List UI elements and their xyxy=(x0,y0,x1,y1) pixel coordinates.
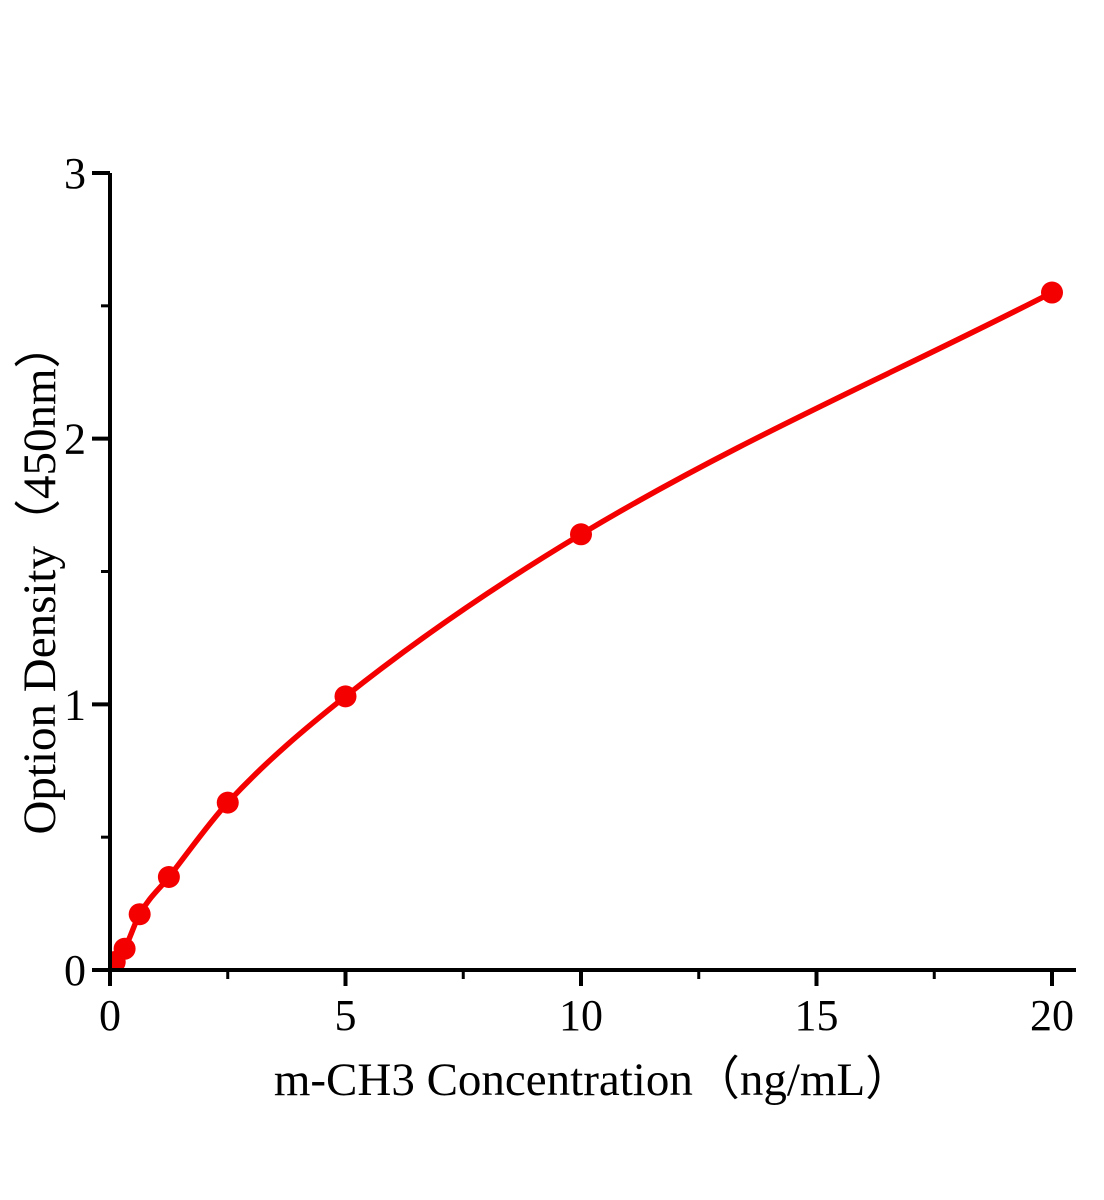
y-tick-label: 1 xyxy=(64,680,86,729)
y-tick-label: 3 xyxy=(64,149,86,198)
data-point xyxy=(570,523,592,546)
x-axis-title: m-CH3 Concentration（ng/mL） xyxy=(273,1054,913,1106)
data-point xyxy=(113,937,136,960)
y-tick-label: 0 xyxy=(64,946,86,995)
data-point xyxy=(157,866,180,889)
data-point xyxy=(1041,281,1063,304)
x-tick-label: 10 xyxy=(559,991,603,1040)
y-axis-title: Option Density（450nm） xyxy=(14,321,66,835)
standard-curve-path xyxy=(112,290,1054,964)
data-point xyxy=(128,903,151,926)
series-layer xyxy=(110,281,1063,970)
x-tick-label: 0 xyxy=(99,991,121,1040)
y-tick-label: 2 xyxy=(64,415,86,464)
data-point xyxy=(334,685,357,708)
x-tick-label: 20 xyxy=(1030,991,1074,1040)
x-tick-label: 5 xyxy=(335,991,357,1040)
data-point xyxy=(216,791,239,814)
x-tick-label: 15 xyxy=(795,991,839,1040)
